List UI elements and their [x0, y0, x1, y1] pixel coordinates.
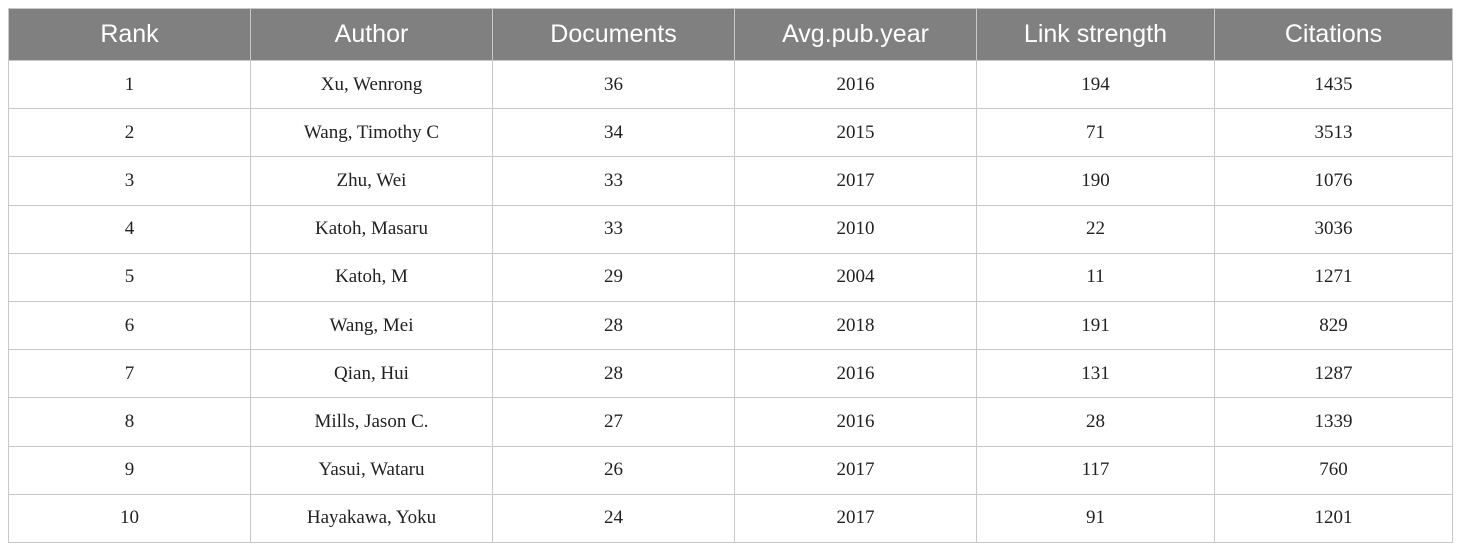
- table-row: 1 Xu, Wenrong 36 2016 194 1435: [8, 59, 1453, 110]
- table-cell: Hayakawa, Yoku: [250, 493, 493, 543]
- table-cell: 29: [492, 252, 735, 302]
- table-cell: 28: [492, 300, 735, 351]
- table-cell: 2010: [734, 204, 977, 254]
- table-row: 4 Katoh, Masaru 33 2010 22 3036: [8, 204, 1453, 254]
- table-cell: 1271: [1214, 252, 1453, 302]
- table-cell: 3036: [1214, 204, 1453, 254]
- table-cell: 5: [8, 252, 251, 302]
- table-cell: 1076: [1214, 156, 1453, 206]
- table-cell: Xu, Wenrong: [250, 59, 493, 110]
- table-cell: 190: [976, 156, 1215, 206]
- table-cell: 2017: [734, 445, 977, 495]
- table-cell: 2004: [734, 252, 977, 302]
- table-row: 2 Wang, Timothy C 34 2015 71 3513: [8, 108, 1453, 158]
- table-cell: 191: [976, 300, 1215, 351]
- table-cell: 2017: [734, 156, 977, 206]
- header-cell: Documents: [492, 8, 735, 61]
- table-cell: 1287: [1214, 349, 1453, 399]
- table-cell: 2: [8, 108, 251, 158]
- table-cell: 2017: [734, 493, 977, 543]
- header-cell: Rank: [8, 8, 251, 61]
- table-cell: Katoh, Masaru: [250, 204, 493, 254]
- table-cell: 2015: [734, 108, 977, 158]
- header-cell: Citations: [1214, 8, 1453, 61]
- table-cell: 27: [492, 397, 735, 447]
- table-cell: 194: [976, 59, 1215, 110]
- table-cell: Zhu, Wei: [250, 156, 493, 206]
- table-cell: 33: [492, 156, 735, 206]
- table-cell: 71: [976, 108, 1215, 158]
- table-cell: 22: [976, 204, 1215, 254]
- table-cell: 3513: [1214, 108, 1453, 158]
- table-cell: 1339: [1214, 397, 1453, 447]
- table-row: 10 Hayakawa, Yoku 24 2017 91 1201: [8, 493, 1453, 543]
- table-cell: 2016: [734, 397, 977, 447]
- table-cell: 131: [976, 349, 1215, 399]
- table-cell: 26: [492, 445, 735, 495]
- table-cell: 1435: [1214, 59, 1453, 110]
- table-row: 8 Mills, Jason C. 27 2016 28 1339: [8, 397, 1453, 447]
- table-cell: Katoh, M: [250, 252, 493, 302]
- table-cell: 34: [492, 108, 735, 158]
- table-cell: 28: [492, 349, 735, 399]
- table-cell: 10: [8, 493, 251, 543]
- table-cell: 9: [8, 445, 251, 495]
- table-header: Rank Author Documents Avg.pub.year Link stre…: [8, 8, 1453, 61]
- table-cell: Wang, Timothy C: [250, 108, 493, 158]
- table-cell: 760: [1214, 445, 1453, 495]
- table-body: 1 Xu, Wenrong 36 2016 194 1435 2 Wang, Timothy …: [8, 59, 1453, 543]
- table-cell: 7: [8, 349, 251, 399]
- table-cell: 11: [976, 252, 1215, 302]
- table-cell: 6: [8, 300, 251, 351]
- table-row: 5 Katoh, M 29 2004 11 1271: [8, 252, 1453, 302]
- header-cell: Author: [250, 8, 493, 61]
- table-row: 6 Wang, Mei 28 2018 191 829: [8, 300, 1453, 351]
- table-cell: 33: [492, 204, 735, 254]
- header-cell: Link strength: [976, 8, 1215, 61]
- table-cell: 28: [976, 397, 1215, 447]
- table-cell: 2016: [734, 349, 977, 399]
- table-cell: 829: [1214, 300, 1453, 351]
- table-cell: 117: [976, 445, 1215, 495]
- header-cell: Avg.pub.year: [734, 8, 977, 61]
- table-cell: 2016: [734, 59, 977, 110]
- table-cell: Mills, Jason C.: [250, 397, 493, 447]
- table-cell: 1201: [1214, 493, 1453, 543]
- table-cell: 4: [8, 204, 251, 254]
- table-cell: Yasui, Wataru: [250, 445, 493, 495]
- table-cell: 24: [492, 493, 735, 543]
- table-cell: 8: [8, 397, 251, 447]
- header-row: Rank Author Documents Avg.pub.year Link stre…: [8, 8, 1453, 61]
- table-cell: 36: [492, 59, 735, 110]
- table-row: 3 Zhu, Wei 33 2017 190 1076: [8, 156, 1453, 206]
- table-row: 9 Yasui, Wataru 26 2017 117 760: [8, 445, 1453, 495]
- table-cell: 3: [8, 156, 251, 206]
- table-cell: 2018: [734, 300, 977, 351]
- table-row: 7 Qian, Hui 28 2016 131 1287: [8, 349, 1453, 399]
- table-cell: Qian, Hui: [250, 349, 493, 399]
- table-cell: 1: [8, 59, 251, 110]
- table-cell: 91: [976, 493, 1215, 543]
- table-cell: Wang, Mei: [250, 300, 493, 351]
- data-table: Rank Author Documents Avg.pub.year Link stre…: [8, 8, 1453, 543]
